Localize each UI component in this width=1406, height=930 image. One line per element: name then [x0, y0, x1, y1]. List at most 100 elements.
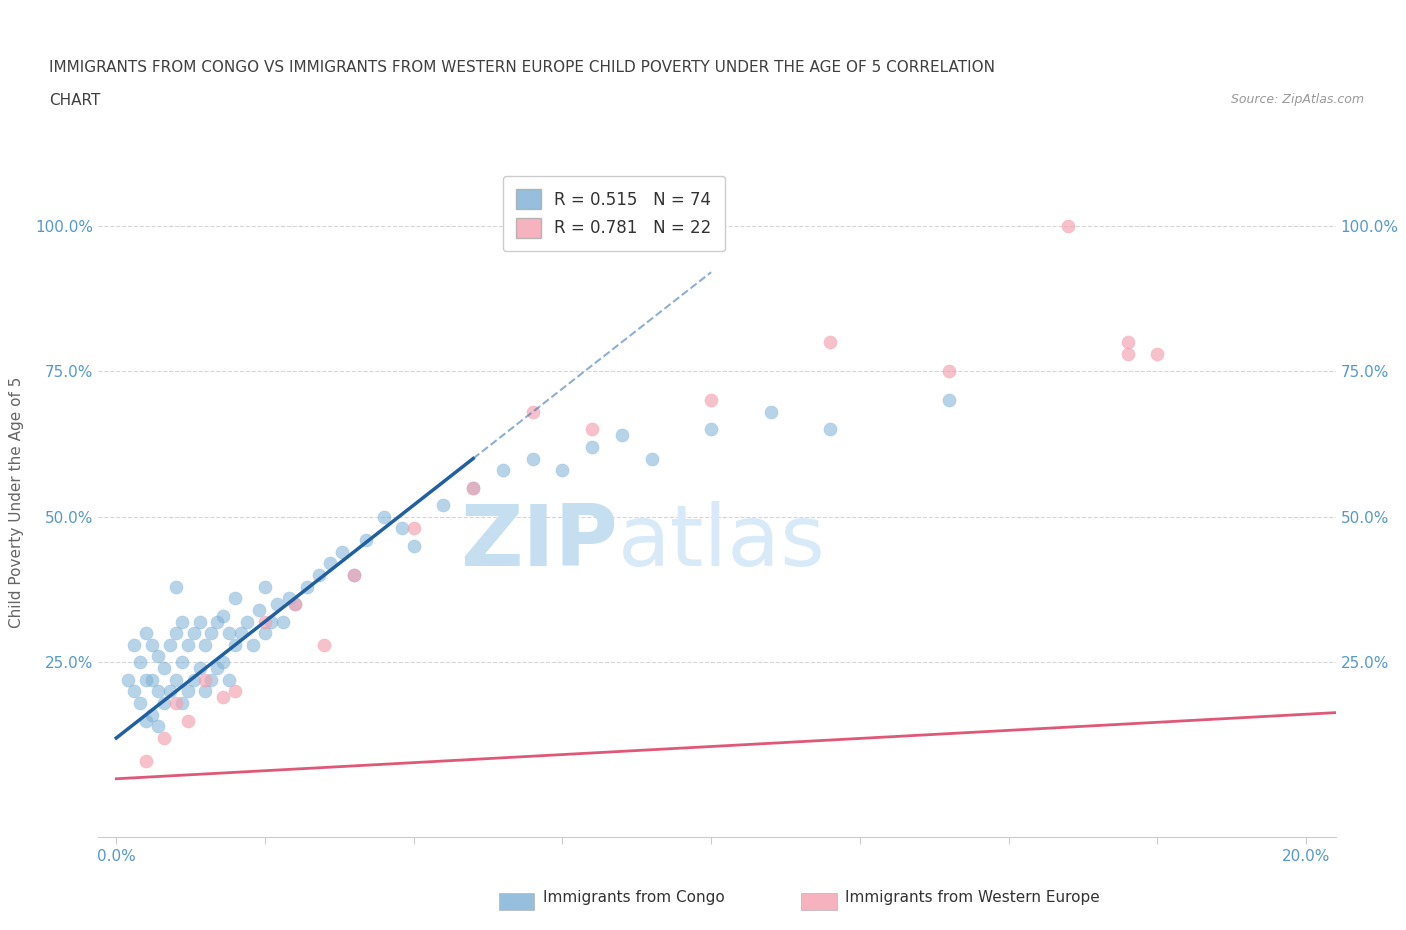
Legend: R = 0.515   N = 74, R = 0.781   N = 22: R = 0.515 N = 74, R = 0.781 N = 22: [503, 176, 725, 251]
Point: [402, 521, 425, 536]
Point: [551, 463, 574, 478]
Point: [176, 713, 198, 728]
Point: [373, 510, 395, 525]
Text: IMMIGRANTS FROM CONGO VS IMMIGRANTS FROM WESTERN EUROPE CHILD POVERTY UNDER THE : IMMIGRANTS FROM CONGO VS IMMIGRANTS FROM…: [49, 60, 995, 75]
Point: [170, 655, 193, 670]
Point: [277, 591, 299, 605]
Point: [170, 696, 193, 711]
Point: [319, 556, 342, 571]
Point: [165, 696, 187, 711]
Point: [194, 672, 217, 687]
Point: [212, 655, 235, 670]
Point: [759, 405, 782, 419]
Point: [122, 684, 145, 698]
Point: [938, 364, 960, 379]
Point: [146, 649, 169, 664]
Point: [492, 463, 515, 478]
Point: [165, 672, 187, 687]
Point: [253, 626, 276, 641]
Point: [183, 672, 205, 687]
Point: [165, 579, 187, 594]
Point: [391, 521, 413, 536]
Point: [207, 660, 229, 675]
Point: [463, 480, 485, 495]
Point: [818, 422, 841, 437]
Point: [260, 614, 283, 629]
Point: [271, 614, 294, 629]
Point: [159, 637, 181, 652]
Point: [218, 626, 240, 641]
Text: Immigrants from Western Europe: Immigrants from Western Europe: [845, 890, 1099, 905]
Point: [402, 538, 425, 553]
Point: [253, 579, 276, 594]
Point: [700, 392, 723, 407]
Point: [700, 422, 723, 437]
Y-axis label: Child Poverty Under the Age of 5: Child Poverty Under the Age of 5: [10, 377, 24, 628]
Text: Source: ZipAtlas.com: Source: ZipAtlas.com: [1230, 93, 1364, 106]
Point: [581, 440, 603, 455]
Point: [188, 614, 211, 629]
Point: [200, 626, 222, 641]
Point: [938, 392, 960, 407]
Point: [1146, 346, 1168, 361]
Point: [463, 480, 485, 495]
Point: [343, 567, 366, 582]
Point: [1116, 335, 1139, 350]
Point: [231, 626, 253, 641]
Point: [308, 567, 330, 582]
Point: [207, 614, 229, 629]
Point: [165, 626, 187, 641]
Point: [146, 684, 169, 698]
Point: [818, 335, 841, 350]
Point: [1116, 346, 1139, 361]
Point: [242, 637, 264, 652]
Text: Immigrants from Congo: Immigrants from Congo: [543, 890, 724, 905]
Point: [146, 719, 169, 734]
Point: [141, 637, 163, 652]
Point: [640, 451, 662, 466]
Point: [141, 708, 163, 723]
Point: [522, 405, 544, 419]
Point: [284, 597, 307, 612]
Point: [135, 626, 157, 641]
Point: [218, 672, 240, 687]
Point: [236, 614, 259, 629]
Text: ZIP: ZIP: [460, 501, 619, 584]
Point: [135, 672, 157, 687]
Point: [224, 591, 246, 605]
Point: [295, 579, 318, 594]
Point: [212, 690, 235, 705]
Point: [176, 637, 198, 652]
Point: [122, 637, 145, 652]
Point: [141, 672, 163, 687]
Point: [153, 731, 176, 746]
Point: [253, 614, 276, 629]
Point: [183, 626, 205, 641]
Point: [330, 544, 353, 559]
Point: [159, 684, 181, 698]
Point: [581, 422, 603, 437]
Point: [200, 672, 222, 687]
Point: [212, 608, 235, 623]
Point: [266, 597, 288, 612]
Point: [129, 655, 152, 670]
Point: [129, 696, 152, 711]
Point: [176, 684, 198, 698]
Point: [170, 614, 193, 629]
Point: [1057, 219, 1080, 233]
Point: [343, 567, 366, 582]
Point: [522, 451, 544, 466]
Point: [432, 498, 454, 512]
Point: [194, 684, 217, 698]
Point: [224, 684, 246, 698]
Point: [354, 533, 377, 548]
Text: CHART: CHART: [49, 93, 101, 108]
Point: [224, 637, 246, 652]
Point: [314, 637, 336, 652]
Point: [135, 754, 157, 769]
Point: [194, 637, 217, 652]
Point: [135, 713, 157, 728]
Point: [117, 672, 139, 687]
Point: [247, 603, 270, 618]
Point: [153, 696, 176, 711]
